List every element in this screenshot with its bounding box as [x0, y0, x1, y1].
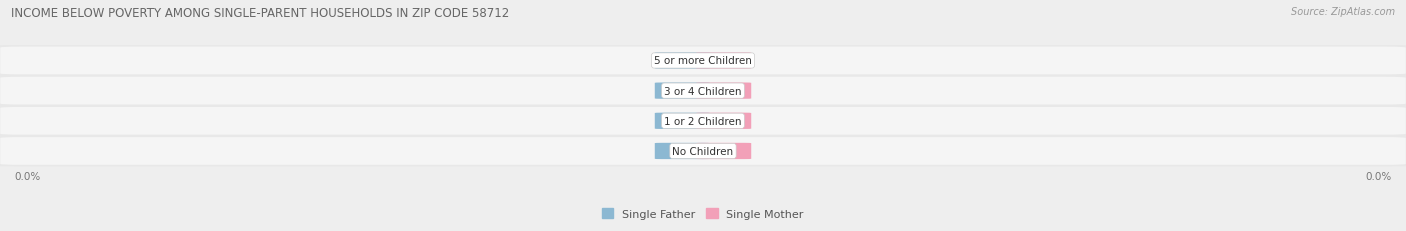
FancyBboxPatch shape [0, 107, 1406, 135]
FancyBboxPatch shape [655, 83, 710, 99]
FancyBboxPatch shape [0, 137, 1406, 165]
FancyBboxPatch shape [696, 83, 751, 99]
Text: 0.0%: 0.0% [711, 87, 735, 96]
Text: 3 or 4 Children: 3 or 4 Children [664, 86, 742, 96]
Text: Source: ZipAtlas.com: Source: ZipAtlas.com [1291, 7, 1395, 17]
FancyBboxPatch shape [0, 77, 1406, 105]
Text: 0.0%: 0.0% [671, 117, 695, 126]
FancyBboxPatch shape [696, 143, 751, 159]
Text: 0.0%: 0.0% [1365, 171, 1392, 181]
FancyBboxPatch shape [655, 113, 710, 129]
FancyBboxPatch shape [0, 106, 1406, 137]
Text: 0.0%: 0.0% [711, 147, 735, 156]
FancyBboxPatch shape [0, 136, 1406, 167]
FancyBboxPatch shape [655, 53, 710, 69]
FancyBboxPatch shape [0, 76, 1406, 106]
Text: 0.0%: 0.0% [711, 117, 735, 126]
Text: 0.0%: 0.0% [711, 57, 735, 66]
Text: INCOME BELOW POVERTY AMONG SINGLE-PARENT HOUSEHOLDS IN ZIP CODE 58712: INCOME BELOW POVERTY AMONG SINGLE-PARENT… [11, 7, 509, 20]
FancyBboxPatch shape [0, 46, 1406, 76]
Text: 0.0%: 0.0% [671, 57, 695, 66]
FancyBboxPatch shape [696, 113, 751, 129]
Text: 0.0%: 0.0% [671, 147, 695, 156]
Text: No Children: No Children [672, 146, 734, 156]
Text: 5 or more Children: 5 or more Children [654, 56, 752, 66]
Legend: Single Father, Single Mother: Single Father, Single Mother [598, 204, 808, 223]
FancyBboxPatch shape [696, 53, 751, 69]
Text: 1 or 2 Children: 1 or 2 Children [664, 116, 742, 126]
FancyBboxPatch shape [655, 143, 710, 159]
FancyBboxPatch shape [0, 47, 1406, 75]
Text: 0.0%: 0.0% [14, 171, 41, 181]
Text: 0.0%: 0.0% [671, 87, 695, 96]
